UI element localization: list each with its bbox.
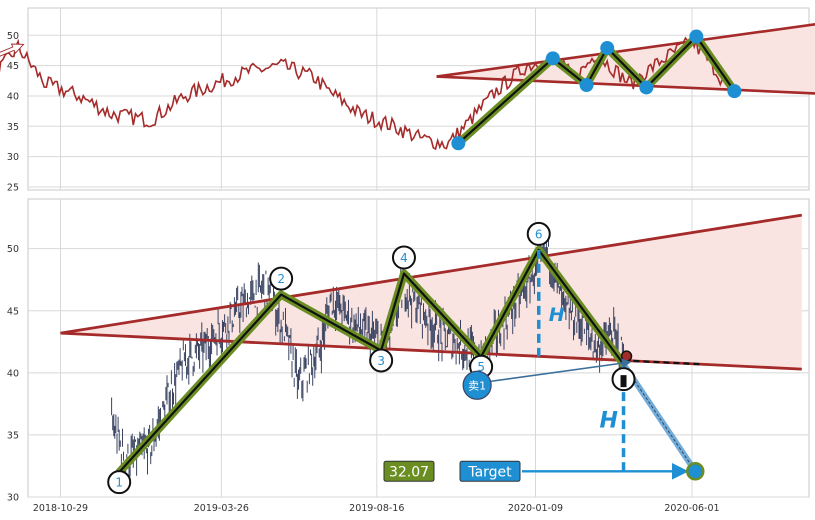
top-y-tick-30: 30 <box>7 152 19 163</box>
bottom-y-tick-35: 35 <box>7 430 19 441</box>
top-pivot-marker-1 <box>451 136 466 151</box>
top-y-tick-45: 45 <box>7 61 19 72</box>
bottom-x-tick-2020-01-09: 2020-01-09 <box>508 503 563 514</box>
bottom-y-tick-40: 40 <box>7 368 19 379</box>
sell-signal-arrow <box>491 358 632 383</box>
target-value-label: 32.07 <box>389 464 429 480</box>
target-value-box <box>383 460 435 482</box>
top-y-tick-labels: 25 30 35 40 45 50 <box>7 31 19 194</box>
pattern-point-4-circle <box>391 245 416 270</box>
height-label-lower: H <box>600 409 618 434</box>
top-y-tick-40: 40 <box>7 91 19 102</box>
top-pivot-marker-4 <box>600 41 615 56</box>
bottom-x-tick-2019-03-26: 2019-03-26 <box>194 503 249 514</box>
sell-signal-label: 卖1 <box>468 379 486 392</box>
breakout-marker <box>620 350 633 362</box>
pattern-point-3-circle <box>369 348 394 373</box>
top-pivot-marker-5 <box>639 80 654 95</box>
top-pivot-marker-2 <box>545 51 560 66</box>
pattern-point-2-circle <box>269 266 294 291</box>
pattern-point-5-label: 5 <box>477 360 485 374</box>
bottom-y-tick-45: 45 <box>7 306 19 317</box>
target-projection-core <box>623 363 696 472</box>
top-trend-arrow <box>0 43 25 57</box>
top-chart: 25 30 35 40 45 50 <box>0 7 815 194</box>
breakout-point-mark <box>620 375 627 388</box>
pattern-point-3-label: 3 <box>377 354 385 368</box>
top-pivot-markers <box>451 29 742 151</box>
bottom-x-tick-labels: 2018-10-29 2019-03-26 2019-08-16 2020-01-09… <box>33 503 720 514</box>
bottom-x-tick-2020-06-01: 2020-06-01 <box>664 503 719 514</box>
top-pivot-marker-7 <box>727 84 742 99</box>
bottom-upper-trendline <box>60 213 802 335</box>
bottom-y-tick-30: 30 <box>7 493 19 504</box>
top-y-tick-25: 25 <box>7 182 19 193</box>
bottom-y-tick-50: 50 <box>7 244 19 255</box>
top-upper-trendline <box>436 22 815 78</box>
pattern-point-1-label: 1 <box>115 476 123 490</box>
pattern-point-1-circle <box>107 470 132 495</box>
pattern-point-6-circle <box>526 221 551 246</box>
bottom-y-tick-labels: 30 35 40 45 50 <box>7 244 19 503</box>
top-plot-area <box>27 7 810 191</box>
pattern-point-4-label: 4 <box>400 251 408 265</box>
pattern-point-6-label: 6 <box>535 227 543 241</box>
sell-signal-badge <box>462 370 492 400</box>
bottom-pattern-points: 1 2 3 4 5 6 <box>107 221 636 495</box>
target-label: Target <box>467 464 512 480</box>
top-gridlines <box>28 8 809 190</box>
top-y-tick-50: 50 <box>7 31 19 42</box>
bottom-x-tick-2018-10-29: 2018-10-29 <box>33 503 88 514</box>
bottom-breakout-dash <box>623 359 702 366</box>
top-y-tick-35: 35 <box>7 122 19 133</box>
target-label-box <box>459 460 521 482</box>
target-point-marker <box>686 462 705 481</box>
bottom-zigzag-line <box>118 248 625 473</box>
top-pivot-marker-3 <box>579 78 594 93</box>
height-label-upper: H <box>549 304 565 326</box>
bottom-x-tick-2019-08-16: 2019-08-16 <box>349 503 404 514</box>
pattern-point-2-label: 2 <box>277 272 285 286</box>
top-pivot-marker-6 <box>689 29 704 44</box>
